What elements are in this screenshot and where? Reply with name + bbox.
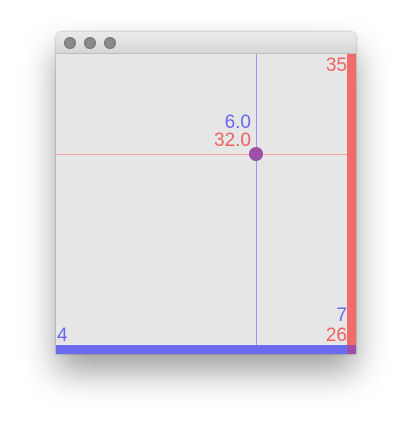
x-value-readout: 6.0 [224,112,251,133]
y-min-label: 26 [325,325,347,346]
x-crosshair-line [256,54,257,354]
cursor-point[interactable] [249,147,263,161]
x-min-label: 4 [57,325,68,346]
y-max-label: 35 [325,55,347,76]
xy-pad[interactable]: 6.0 32.0 35 7 26 4 [56,54,356,354]
minimize-window-icon[interactable] [84,37,96,49]
app-window: 6.0 32.0 35 7 26 4 [56,32,356,354]
zoom-window-icon[interactable] [104,37,116,49]
axis-corner [347,345,356,354]
y-axis-bar [347,54,356,354]
close-window-icon[interactable] [64,37,76,49]
y-value-readout: 32.0 [214,130,251,151]
y-crosshair-line [56,154,356,155]
title-bar [56,32,356,54]
x-max-label: 7 [336,305,347,326]
x-axis-bar [56,345,356,354]
